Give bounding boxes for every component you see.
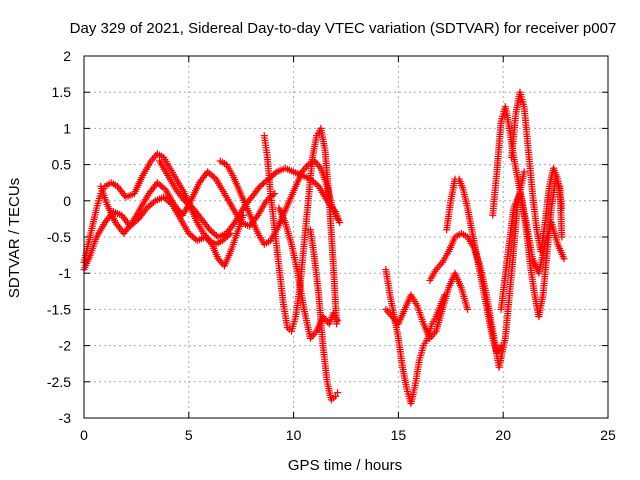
data-point-interp [210,174,218,182]
plot-frame [83,55,609,419]
y-tick-label: 0 [63,193,71,209]
y-tick-label: -1.5 [47,301,71,317]
data-point-interp [150,198,158,206]
x-tick-label: 5 [185,427,193,443]
data-point [558,233,566,241]
y-tick-label: -2.5 [47,374,71,390]
data-point [520,168,528,176]
y-tick-label: -0.5 [47,229,71,245]
data-point-interp [187,203,195,211]
data-point-interp [271,169,279,177]
data-point-interp [160,184,168,192]
x-tick-label: 25 [600,427,616,443]
data-point [336,219,344,227]
series-arc-12 [443,175,505,357]
data-point [560,255,568,263]
data-point [382,305,390,313]
x-tick-label: 15 [391,427,407,443]
x-axis-label: GPS time / hours [288,457,402,474]
series-arc-15 [497,190,568,313]
data-point-interp [310,331,318,339]
data-point [464,305,472,313]
data-point-interp [312,159,320,167]
y-tick-label: -1 [59,265,72,281]
series-arc-2 [80,193,247,274]
data-point [334,389,342,397]
data-point [497,342,505,350]
x-tick-label: 20 [495,427,511,443]
series-arc-8 [306,226,342,404]
y-tick-label: 0.5 [52,157,72,173]
data-point-interp [435,262,443,270]
axis-ticks: 0 5 10 15 20 25 2 1.5 1 0.5 0 -0.5 -1 -1.5 -2 -2.5 -3 [47,48,616,443]
data-point [332,392,340,400]
data-point-interp [301,164,309,172]
data-point-interp [313,181,321,189]
data-point [333,320,341,328]
y-tick-label: -3 [59,410,72,426]
data-series [80,88,568,408]
y-tick-label: 1 [63,120,71,136]
data-point-interp [383,307,391,315]
y-tick-label: -2 [59,338,72,354]
series-arc-10 [382,269,472,342]
x-tick-label: 10 [286,427,302,443]
series-arc-3 [97,168,279,237]
series-arc-7 [275,204,342,342]
x-tick-label: 0 [80,427,88,443]
chart-title: Day 329 of 2021, Sidereal Day-to-day VTE… [70,20,617,37]
data-point-interp [152,152,160,160]
y-tick-label: 2 [63,48,71,64]
series-arc-14 [508,88,566,255]
data-point [558,204,566,212]
y-axis-label: SDTVAR / TECUs [6,178,23,298]
series-arc-11 [426,168,528,371]
data-point [334,215,342,223]
data-point [334,316,342,324]
y-tick-label: 1.5 [52,84,72,100]
series-arc-9 [382,266,449,408]
